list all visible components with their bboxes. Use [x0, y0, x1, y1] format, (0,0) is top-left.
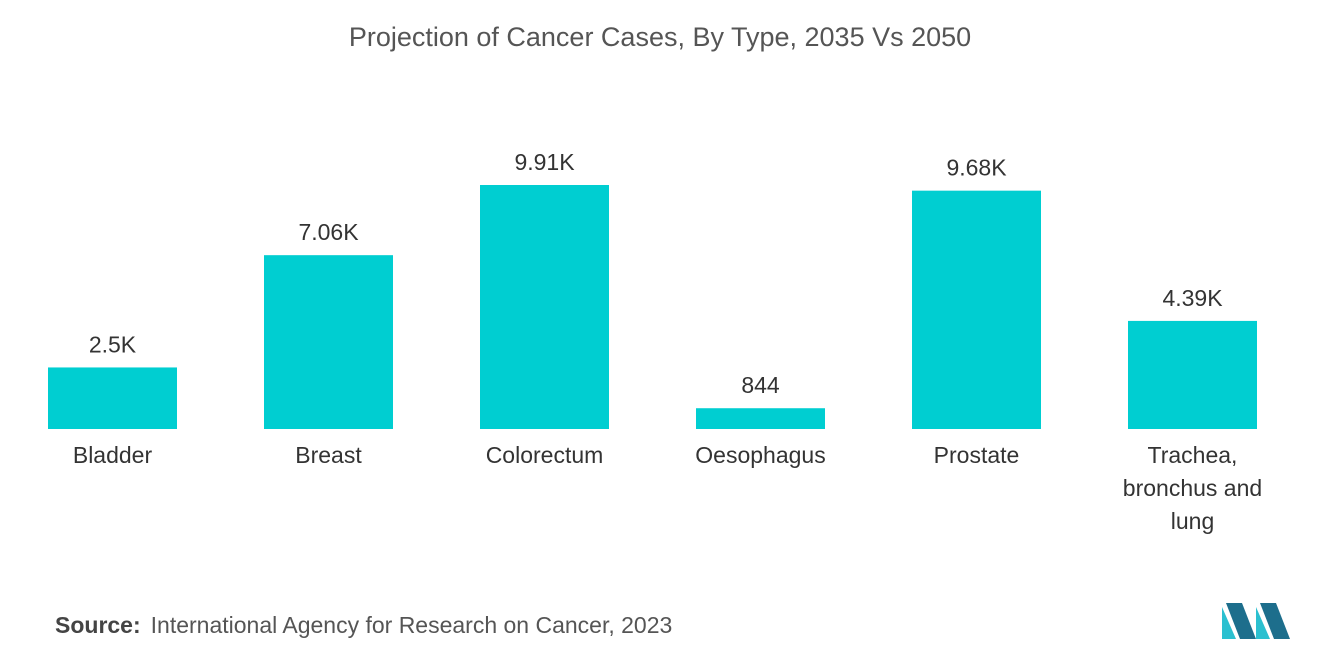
value-label-5: 4.39K: [1162, 285, 1223, 311]
category-label-4: Prostate: [934, 442, 1020, 468]
category-label-0: Bladder: [73, 442, 153, 468]
bars-group: [48, 185, 1257, 429]
chart-title: Projection of Cancer Cases, By Type, 203…: [348, 22, 972, 52]
category-label-3: Oesophagus: [695, 442, 825, 468]
category-label-5: Trachea, bronchus and lung: [1123, 442, 1262, 534]
value-label-4: 9.68K: [946, 155, 1007, 181]
source-text: International Agency for Research on Can…: [150, 612, 673, 638]
source-note: Source: International Agency for Research…: [55, 612, 672, 639]
bar-5: [1128, 320, 1257, 429]
company-logo-icon: [1222, 603, 1290, 639]
category-label-1: Breast: [295, 442, 362, 468]
bar-3: [696, 408, 825, 429]
bar-2: [480, 185, 609, 429]
value-labels-group: 2.5K 7.06K 9.91K 844 9.68K 4.39K: [89, 149, 1223, 398]
source-key: Source:: [55, 612, 141, 638]
category-labels-group: Bladder Breast Colorectum Oesophagus Prostat…: [73, 442, 1262, 534]
bar-0: [48, 367, 177, 429]
value-label-1: 7.06K: [298, 219, 359, 245]
value-label-0: 2.5K: [89, 331, 137, 357]
category-label-2: Colorectum: [486, 442, 604, 468]
value-label-2: 9.91K: [514, 149, 575, 175]
bar-1: [264, 255, 393, 429]
bar-4: [912, 190, 1041, 429]
value-label-3: 844: [741, 372, 780, 398]
